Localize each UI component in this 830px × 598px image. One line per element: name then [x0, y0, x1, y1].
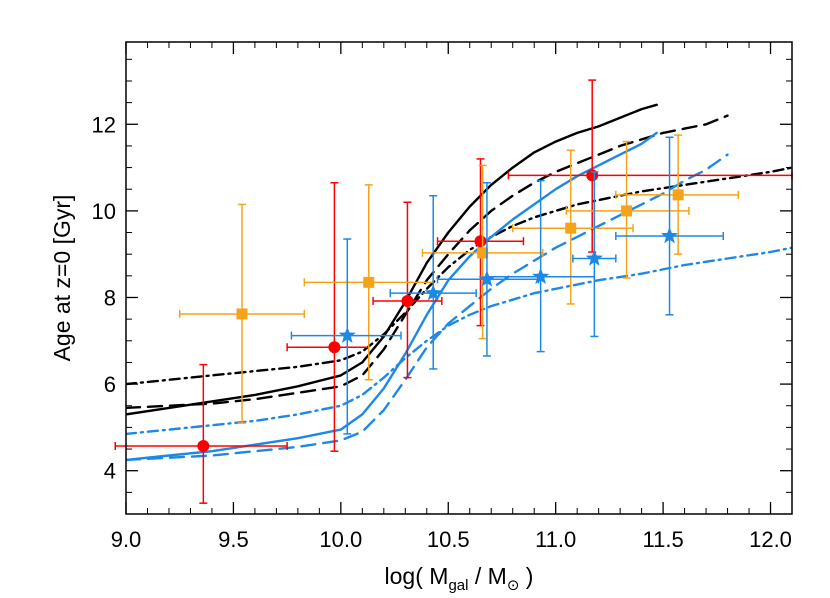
- x-tick-label: 11.0: [535, 527, 576, 552]
- data-point-group: [286, 181, 370, 452]
- model-curves: [126, 103, 792, 462]
- data-point-group: [436, 158, 525, 327]
- model-curve: [126, 246, 792, 436]
- data-point-group: [436, 181, 540, 357]
- x-label-part: / M: [468, 563, 506, 589]
- model-curve: [126, 114, 729, 410]
- circle-marker: [401, 294, 414, 307]
- x-tick-label: 12.0: [749, 527, 792, 552]
- square-marker: [236, 308, 248, 320]
- star-marker: [661, 227, 679, 244]
- circle-marker: [328, 341, 341, 354]
- data-point-group: [615, 134, 740, 255]
- square-marker: [565, 222, 577, 234]
- x-label-sub: ⊙: [507, 577, 520, 593]
- x-label-part: ): [519, 563, 533, 589]
- data-point-group: [615, 136, 725, 316]
- square-marker: [477, 247, 489, 259]
- data-point-group: [421, 164, 544, 340]
- data-points: [114, 79, 793, 504]
- star-marker: [424, 284, 442, 301]
- data-point-group: [114, 363, 288, 504]
- x-tick-label: 11.5: [643, 527, 684, 552]
- star-marker: [532, 267, 550, 284]
- model-curve: [126, 131, 658, 462]
- star-marker: [338, 326, 356, 343]
- data-point-group: [372, 201, 443, 379]
- y-tick-label: 4: [104, 459, 116, 484]
- y-tick-label: 6: [104, 372, 116, 397]
- data-point-group: [290, 238, 402, 435]
- y-tick-label: 10: [92, 199, 116, 224]
- x-label-sub: gal: [448, 577, 468, 593]
- y-tick-label: 12: [92, 112, 116, 137]
- circle-marker: [474, 235, 487, 248]
- model-curve: [126, 103, 658, 416]
- x-tick-label: 10.0: [319, 527, 362, 552]
- circle-marker: [197, 440, 210, 453]
- square-marker: [672, 189, 684, 201]
- star-marker: [585, 249, 603, 266]
- model-curve: [126, 166, 792, 386]
- data-point-group: [178, 203, 306, 424]
- data-point-group: [565, 140, 690, 279]
- model-curve: [126, 153, 729, 462]
- data-point-group: [389, 194, 477, 370]
- x-label-part: log( M: [385, 563, 449, 589]
- x-tick-label: 10.5: [427, 527, 470, 552]
- plot-frame: [125, 41, 793, 515]
- y-axis-label: Age at z=0 [Gyr]: [49, 195, 75, 362]
- square-marker: [621, 205, 633, 217]
- x-tick-label: 9.0: [111, 527, 142, 552]
- data-point-group: [572, 171, 617, 338]
- x-tick-label: 9.5: [218, 527, 249, 552]
- square-marker: [363, 276, 375, 288]
- data-point-group: [511, 149, 634, 305]
- y-tick-label: 8: [104, 285, 116, 310]
- data-point-group: [486, 179, 596, 353]
- axes: 9.0 9.5 10.0 10.5 11.0 11.5 12.0 4 6 8 10 12: [92, 41, 793, 552]
- x-axis-label: log( Mgal / M⊙ ): [385, 563, 534, 593]
